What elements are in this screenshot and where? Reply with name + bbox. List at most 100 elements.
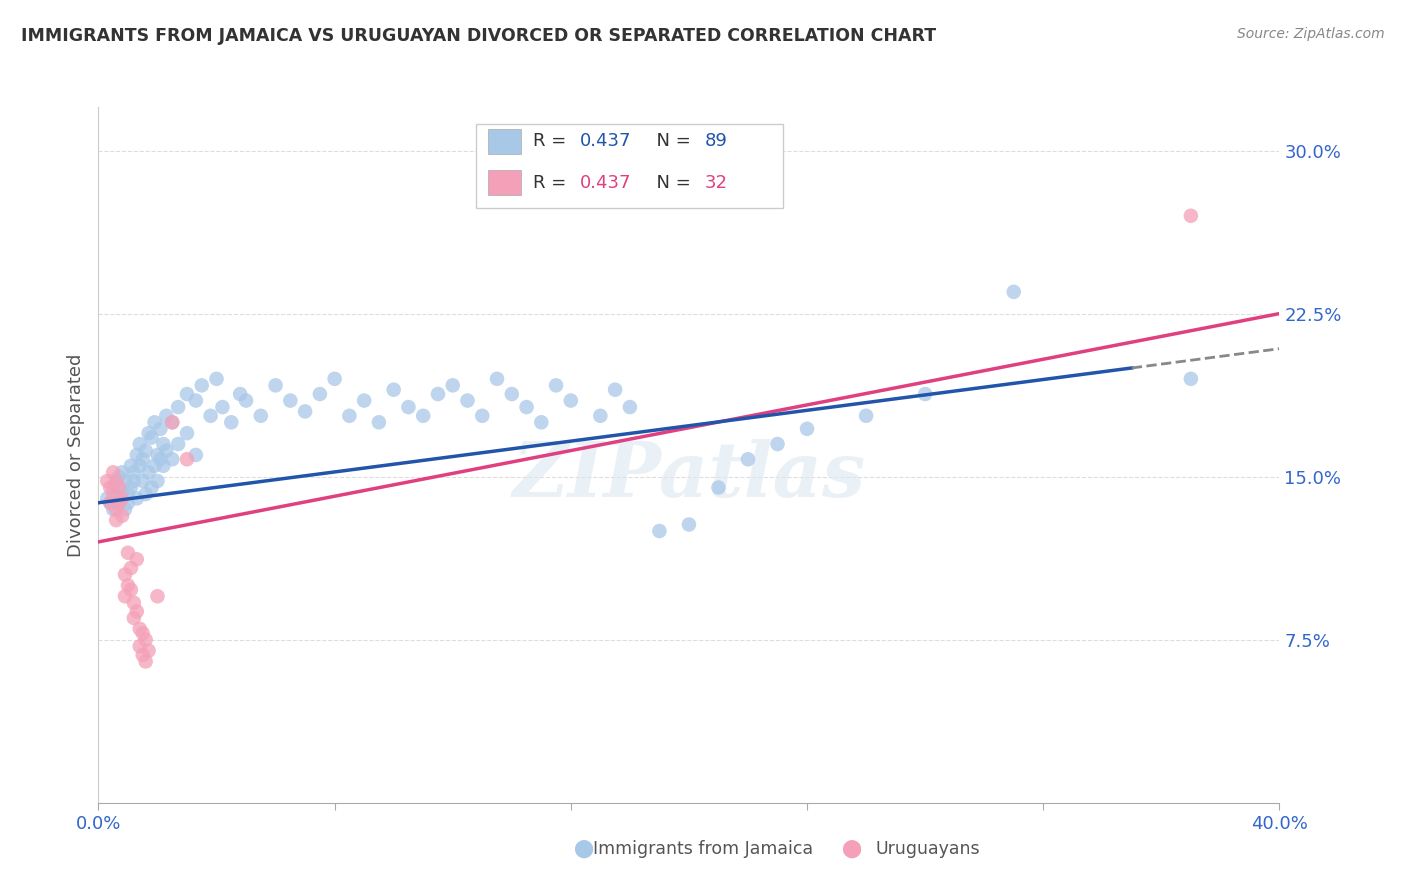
Point (96, 474, 118, 488)
Point (114, 502, 136, 516)
Point (98, 496, 121, 510)
Point (1180, 209, 1202, 223)
Point (135, 632, 157, 647)
Point (678, 517, 700, 532)
Text: ⬤: ⬤ (841, 839, 860, 858)
Text: Uruguayans: Uruguayans (876, 840, 980, 858)
Point (117, 487, 139, 501)
Point (117, 496, 139, 510)
Point (766, 437, 789, 451)
Point (339, 409, 361, 423)
Point (167, 400, 190, 414)
Point (457, 393, 479, 408)
Point (398, 400, 420, 414)
Point (108, 469, 131, 483)
Point (105, 474, 128, 488)
Point (125, 605, 148, 619)
Text: 89: 89 (704, 132, 727, 150)
Point (132, 452, 155, 467)
Point (176, 452, 198, 467)
Point (353, 393, 375, 408)
Y-axis label: Divorced or Separated: Divorced or Separated (66, 353, 84, 557)
Point (96, 491, 118, 506)
Point (167, 437, 190, 451)
Text: 0.437: 0.437 (581, 174, 631, 192)
Point (264, 378, 287, 392)
Text: 32: 32 (704, 174, 727, 192)
Point (120, 458, 142, 473)
Point (143, 415, 166, 429)
Point (98, 496, 121, 510)
Point (486, 372, 509, 386)
Point (138, 643, 160, 657)
Point (323, 372, 346, 386)
Point (648, 524, 671, 538)
Point (546, 378, 568, 392)
Point (589, 409, 612, 423)
Point (111, 484, 134, 499)
Point (108, 496, 131, 510)
Point (530, 415, 553, 429)
Point (105, 487, 128, 501)
Point (382, 383, 405, 397)
Point (184, 448, 207, 462)
Point (146, 589, 169, 603)
Point (619, 400, 641, 414)
Point (120, 582, 142, 597)
Text: ZIPatlas: ZIPatlas (512, 439, 866, 513)
Point (128, 458, 150, 473)
Point (176, 387, 198, 401)
Point (122, 466, 145, 480)
Point (294, 404, 316, 418)
Point (796, 422, 818, 436)
Point (105, 513, 128, 527)
Point (221, 415, 243, 429)
Point (235, 393, 257, 408)
Bar (488, 128, 522, 153)
Point (108, 481, 131, 495)
Text: N =: N = (645, 132, 697, 150)
Point (132, 474, 155, 488)
Point (605, 383, 627, 397)
Point (1180, 372, 1202, 386)
Point (143, 458, 166, 473)
Point (128, 622, 150, 636)
Text: R =: R = (533, 174, 572, 192)
Point (114, 589, 136, 603)
Point (103, 487, 125, 501)
Point (138, 466, 160, 480)
Point (412, 409, 434, 423)
Point (135, 443, 157, 458)
Point (309, 387, 332, 401)
Point (205, 372, 228, 386)
Point (368, 415, 391, 429)
Point (146, 474, 169, 488)
Point (122, 611, 145, 625)
Point (516, 400, 538, 414)
Point (141, 481, 163, 495)
Point (117, 578, 139, 592)
Point (471, 409, 494, 423)
Text: Immigrants from Jamaica: Immigrants from Jamaica (593, 840, 813, 858)
Point (141, 430, 163, 444)
Text: IMMIGRANTS FROM JAMAICA VS URUGUAYAN DIVORCED OR SEPARATED CORRELATION CHART: IMMIGRANTS FROM JAMAICA VS URUGUAYAN DIV… (21, 27, 936, 45)
Point (111, 508, 134, 523)
Point (250, 409, 273, 423)
Point (138, 426, 160, 441)
Point (120, 481, 142, 495)
Text: Source: ZipAtlas.com: Source: ZipAtlas.com (1237, 27, 1385, 41)
Point (146, 448, 169, 462)
Point (111, 491, 134, 506)
Point (128, 437, 150, 451)
Text: R =: R = (533, 132, 572, 150)
Point (103, 466, 125, 480)
Point (855, 409, 877, 423)
Text: N =: N = (645, 174, 697, 192)
Point (135, 487, 157, 501)
Point (191, 378, 214, 392)
Point (105, 474, 128, 488)
Point (914, 387, 936, 401)
Point (122, 596, 145, 610)
Point (132, 648, 155, 662)
Point (117, 546, 139, 560)
